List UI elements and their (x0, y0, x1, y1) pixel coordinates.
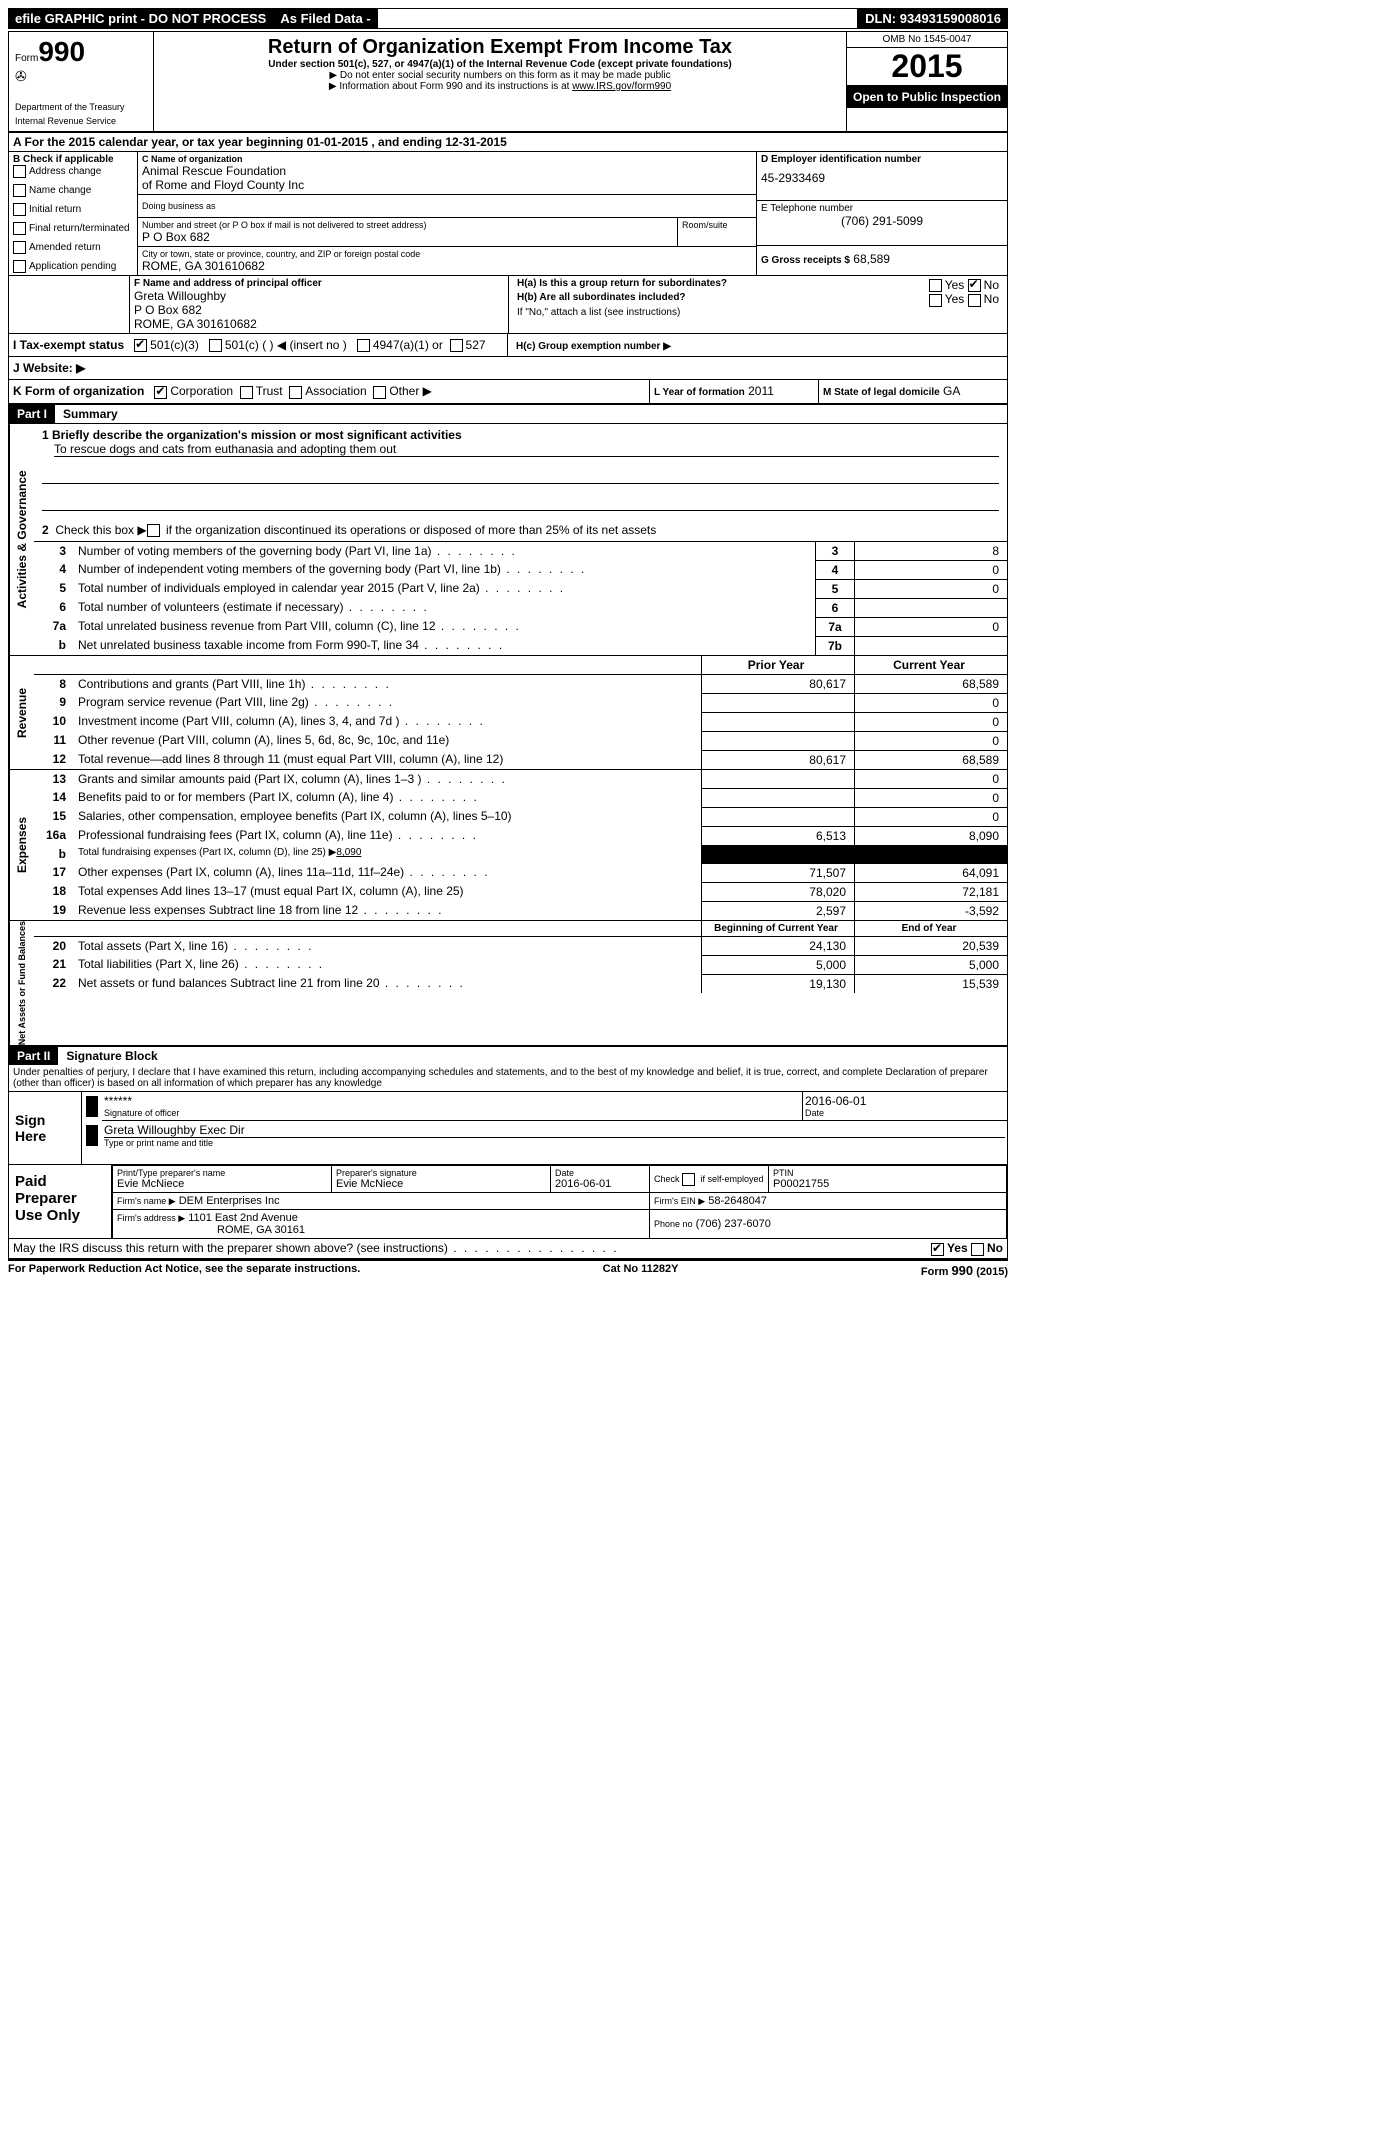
cb-527[interactable] (450, 339, 463, 352)
irs-link[interactable]: www.IRS.gov/form990 (572, 81, 671, 92)
cb-4947[interactable] (357, 339, 370, 352)
vert-netassets: Net Assets or Fund Balances (9, 921, 34, 1045)
part1-header: Part I Summary (9, 403, 1007, 423)
cb-hb-no[interactable] (968, 294, 981, 307)
year-box: OMB No 1545-0047 2015 Open to Public Ins… (847, 32, 1007, 131)
line-klm: K Form of organization Corporation Trust… (9, 380, 1007, 402)
open-to-public: Open to Public Inspection (847, 86, 1007, 108)
cb-address-change[interactable] (13, 165, 26, 178)
form-left: Form990 ✇ Department of the Treasury Int… (9, 32, 154, 131)
perjury-text: Under penalties of perjury, I declare th… (9, 1065, 1007, 1092)
mission-text: To rescue dogs and cats from euthanasia … (54, 442, 999, 457)
as-filed: As Filed Data - (273, 8, 377, 29)
cb-initial-return[interactable] (13, 203, 26, 216)
line-i: I Tax-exempt status 501(c)(3) 501(c) ( )… (9, 334, 508, 356)
cb-name-change[interactable] (13, 184, 26, 197)
line-hc: H(c) Group exemption number ▶ (508, 334, 1007, 356)
top-header: efile GRAPHIC print - DO NOT PROCESS As … (8, 8, 1008, 29)
line-j: J Website: ▶ (9, 357, 1007, 380)
col-f: F Name and address of principal officer … (130, 276, 509, 333)
form-title: Return of Organization Exempt From Incom… (162, 36, 838, 59)
cb-501c[interactable] (209, 339, 222, 352)
vert-expenses: Expenses (9, 770, 34, 920)
cb-application-pending[interactable] (13, 260, 26, 273)
vert-revenue: Revenue (9, 656, 34, 769)
col-b: B Check if applicable Address change Nam… (9, 152, 138, 275)
cb-ha-no[interactable] (968, 279, 981, 292)
cb-discuss-no[interactable] (971, 1243, 984, 1256)
col-deg: D Employer identification number 45-2933… (757, 152, 1007, 275)
cb-hb-yes[interactable] (929, 294, 942, 307)
efile-notice: efile GRAPHIC print - DO NOT PROCESS (8, 8, 273, 29)
cb-discontinued[interactable] (147, 524, 160, 537)
cb-assoc[interactable] (289, 386, 302, 399)
form-subtitle: Under section 501(c), 527, or 4947(a)(1)… (162, 59, 838, 70)
cb-other[interactable] (373, 386, 386, 399)
cb-501c3[interactable] (134, 339, 147, 352)
line1-label: 1 Briefly describe the organization's mi… (42, 428, 999, 442)
form-note1: ▶ Do not enter social security numbers o… (162, 70, 838, 81)
cb-trust[interactable] (240, 386, 253, 399)
footer: For Paperwork Reduction Act Notice, see … (8, 1259, 1008, 1278)
paid-preparer-label: Paid Preparer Use Only (9, 1165, 112, 1238)
sign-here-label: Sign Here (9, 1092, 82, 1164)
line-a: A For the 2015 calendar year, or tax yea… (9, 133, 1007, 152)
cb-discuss-yes[interactable] (931, 1243, 944, 1256)
form-container: Form990 ✇ Department of the Treasury Int… (8, 31, 1008, 1259)
form-title-area: Return of Organization Exempt From Incom… (154, 32, 847, 131)
col-h: H(a) Is this a group return for subordin… (509, 276, 1007, 333)
tax-year: 2015 (847, 48, 1007, 86)
vert-governance: Activities & Governance (9, 424, 34, 655)
cb-amended-return[interactable] (13, 241, 26, 254)
cb-corp[interactable] (154, 386, 167, 399)
cb-ha-yes[interactable] (929, 279, 942, 292)
form-note2: ▶ Information about Form 990 and its ins… (162, 81, 838, 92)
cb-self-employed[interactable] (682, 1173, 695, 1186)
dln: DLN: 93493159008016 (858, 8, 1008, 29)
cb-final-return[interactable] (13, 222, 26, 235)
part2-header: Part II Signature Block (9, 1045, 1007, 1065)
col-c: C Name of organization Animal Rescue Fou… (138, 152, 757, 275)
discuss-row: May the IRS discuss this return with the… (9, 1238, 1007, 1257)
line2: 2 Check this box ▶ if the organization d… (42, 523, 999, 537)
preparer-table: Print/Type preparer's nameEvie McNiece P… (112, 1165, 1007, 1238)
